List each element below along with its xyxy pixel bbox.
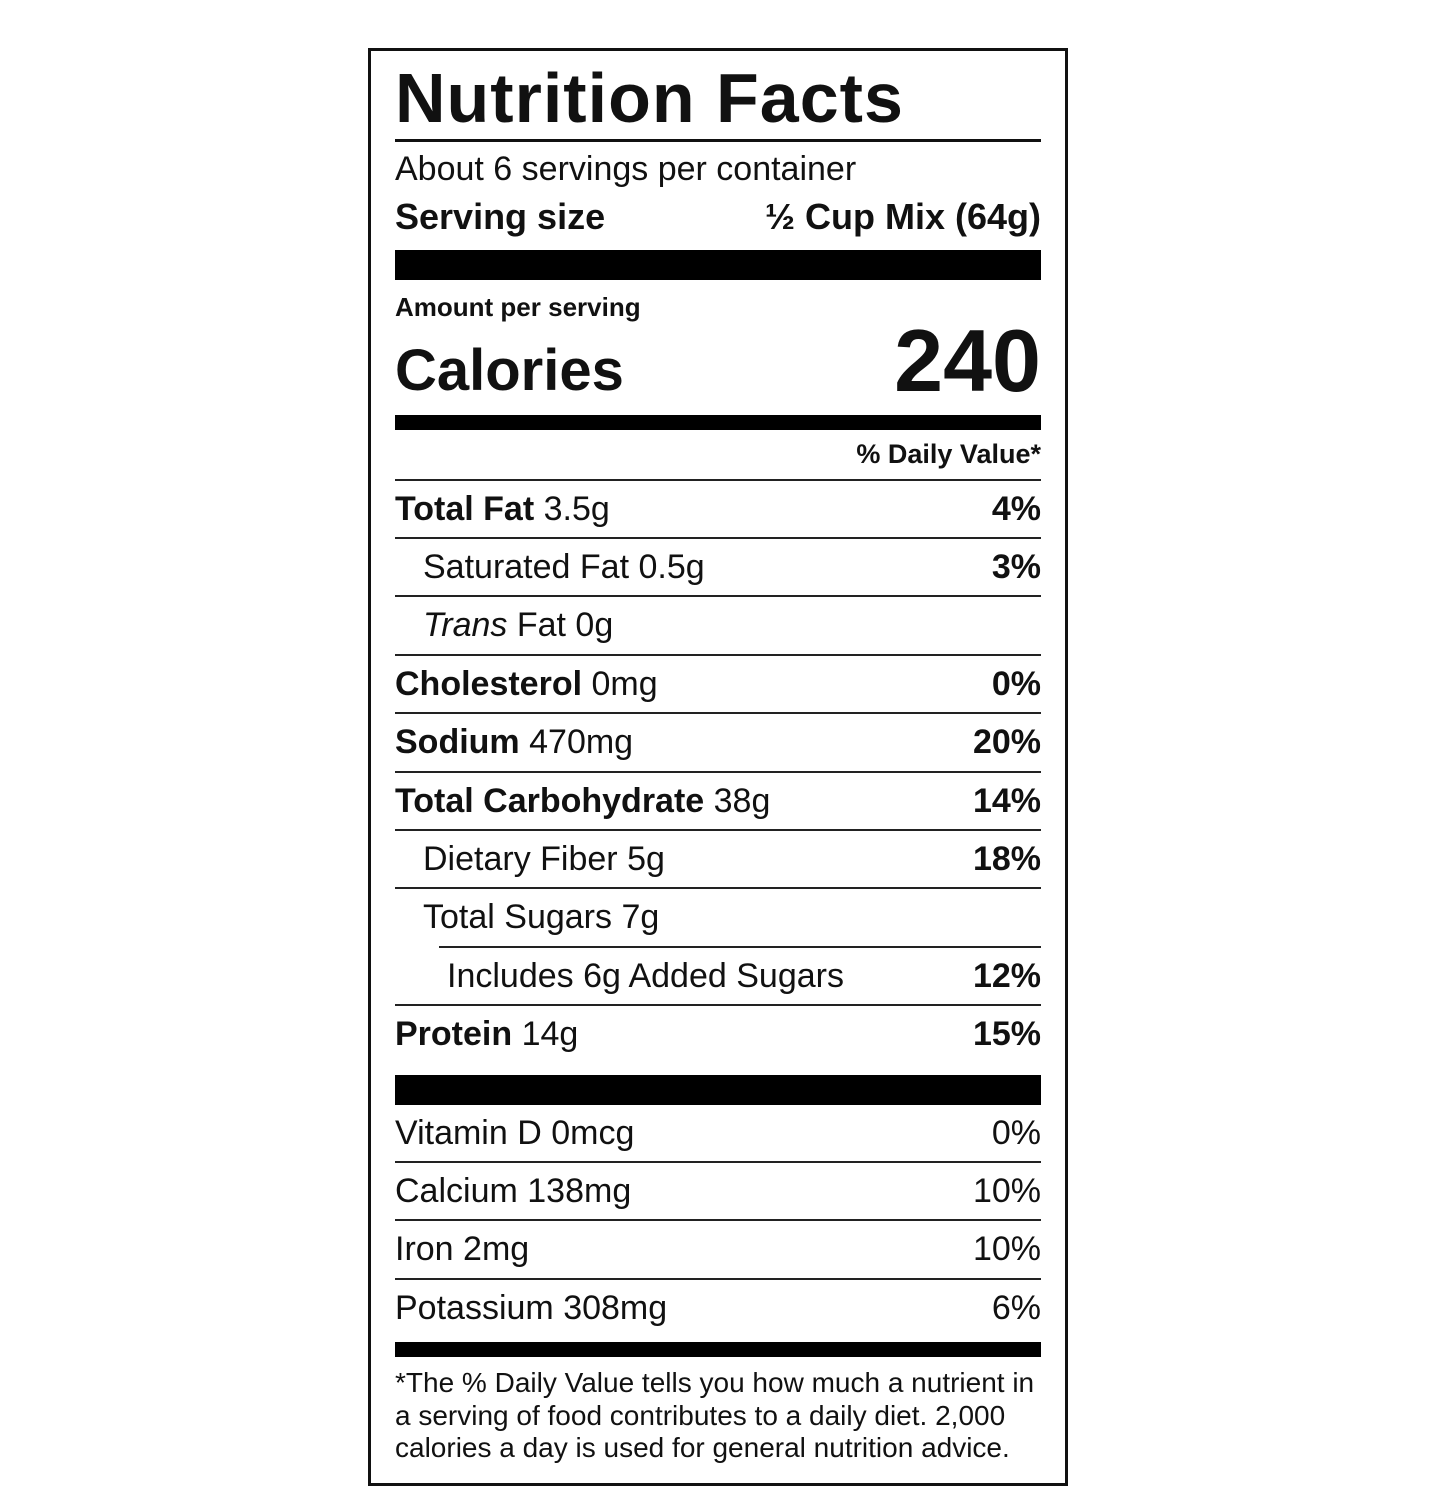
nutrient-name: Cholesterol (395, 664, 583, 703)
nutrient-text: Total Carbohydrate 38g (395, 781, 771, 820)
nutrient-amount: 7g (621, 898, 660, 937)
separator-bar-medium (395, 414, 1041, 430)
amount-per-serving-label: Amount per serving (395, 292, 641, 323)
nutrient-row-trans-fat: Trans Fat 0g (395, 595, 1041, 653)
nutrient-text: Total Fat 3.5g (395, 489, 610, 528)
nutrient-name: Protein (395, 1015, 513, 1054)
nutrient-row-sodium: Sodium 470mg 20% (395, 712, 1041, 770)
nutrient-amount: 0mcg (551, 1113, 635, 1152)
micronutrient-row-vitamin-d: Vitamin D 0mcg 0% (395, 1105, 1041, 1161)
nutrient-dv: 0% (991, 1113, 1041, 1152)
nutrient-name: Sodium (395, 723, 520, 762)
nutrient-row-total-fat: Total Fat 3.5g 4% (395, 478, 1041, 537)
nutrient-row-dietary-fiber: Dietary Fiber 5g 18% (395, 829, 1041, 887)
nutrient-text: Protein 14g (395, 1015, 579, 1054)
micronutrient-row-iron: Iron 2mg 10% (395, 1219, 1041, 1277)
nutrient-amount: 470mg (529, 723, 634, 762)
serving-size-row: Serving size ½ Cup Mix (64g) (395, 191, 1041, 238)
nutrient-amount: 0.5g (638, 548, 705, 587)
nutrient-amount: 5g (627, 840, 665, 879)
nutrient-text: Vitamin D 0mcg (395, 1113, 635, 1152)
added-sugars-divider (439, 945, 1041, 948)
nutrient-name: Dietary Fiber (423, 840, 618, 879)
micronutrient-row-potassium: Potassium 308mg 6% (395, 1277, 1041, 1336)
nutrient-amount: 138mg (527, 1171, 632, 1210)
nutrient-amount: 0mg (591, 664, 658, 703)
separator-bar-thick-bottom (395, 1074, 1041, 1105)
servings-per-container: About 6 servings per container (395, 150, 857, 189)
nutrient-name: Calcium (395, 1171, 518, 1210)
nutrient-dv: 14% (972, 781, 1041, 820)
nutrient-row-cholesterol: Cholesterol 0mg 0% (395, 653, 1041, 712)
nutrient-text: Saturated Fat 0.5g (395, 548, 705, 587)
nutrient-text: Dietary Fiber 5g (395, 840, 665, 879)
daily-value-header: % Daily Value* (856, 438, 1041, 469)
separator-bar-footnote (395, 1342, 1041, 1358)
label-title: Nutrition Facts (395, 59, 904, 137)
nutrient-amount: 308mg (563, 1288, 668, 1327)
nutrient-dv: 15% (972, 1015, 1041, 1054)
nutrient-name: Total Sugars (423, 898, 612, 937)
nutrient-name: Vitamin D (395, 1113, 542, 1152)
nutrient-dv: 6% (991, 1288, 1041, 1327)
nutrient-dv: 18% (972, 840, 1041, 879)
nutrient-amount: 2mg (463, 1230, 530, 1269)
nutrient-name: Trans (423, 606, 508, 645)
nutrient-name: Potassium (395, 1288, 554, 1327)
nutrient-dv: 20% (972, 723, 1041, 762)
nutrient-dv: 10% (972, 1171, 1041, 1210)
nutrient-text: Total Sugars 7g (395, 899, 659, 936)
calories-label: Calories (395, 337, 624, 403)
nutrient-dv: 12% (972, 956, 1041, 995)
nutrient-name: Total Fat (395, 489, 535, 528)
nutrient-amount: Fat 0g (516, 606, 614, 645)
nutrient-amount: 38g (713, 781, 771, 820)
separator-bar-thick-top (395, 250, 1041, 281)
nutrient-row-total-sugars: Total Sugars 7g (395, 887, 1041, 945)
nutrient-dv: 10% (972, 1230, 1041, 1269)
nutrient-text: Potassium 308mg (395, 1288, 668, 1327)
nutrient-text: Includes 6g Added Sugars (395, 956, 844, 995)
serving-size-value: ½ Cup Mix (64g) (764, 195, 1041, 237)
nutrition-facts-label: Nutrition Facts About 6 servings per con… (368, 48, 1068, 1486)
nutrient-row-total-carbohydrate: Total Carbohydrate 38g 14% (395, 770, 1041, 829)
nutrient-text: Trans Fat 0g (395, 607, 613, 644)
nutrient-name: Iron (395, 1230, 454, 1269)
nutrient-name: Includes 6g Added Sugars (447, 956, 844, 995)
nutrient-dv: 3% (991, 548, 1041, 587)
nutrient-dv: 4% (991, 489, 1041, 528)
nutrient-name: Saturated Fat (423, 548, 630, 587)
nutrient-row-added-sugars: Includes 6g Added Sugars 12% (395, 948, 1041, 1004)
nutrient-text: Sodium 470mg (395, 724, 633, 761)
nutrient-text: Calcium 138mg (395, 1171, 632, 1210)
nutrient-name: Total Carbohydrate (395, 781, 705, 820)
nutrient-row-saturated-fat: Saturated Fat 0.5g 3% (395, 537, 1041, 595)
nutrient-amount: 14g (521, 1015, 579, 1054)
calories-value: 240 (894, 311, 1041, 411)
nutrient-row-protein: Protein 14g 15% (395, 1004, 1041, 1062)
nutrient-text: Cholesterol 0mg (395, 664, 658, 703)
calories-row: Calories 240 (395, 311, 1041, 411)
daily-value-footnote: *The % Daily Value tells you how much a … (395, 1367, 1035, 1464)
nutrient-text: Iron 2mg (395, 1231, 529, 1268)
micronutrient-row-calcium: Calcium 138mg 10% (395, 1160, 1041, 1219)
nutrient-amount: 3.5g (543, 489, 610, 528)
nutrient-dv: 0% (991, 664, 1041, 703)
title-divider (395, 139, 1041, 143)
serving-size-label: Serving size (395, 195, 606, 237)
